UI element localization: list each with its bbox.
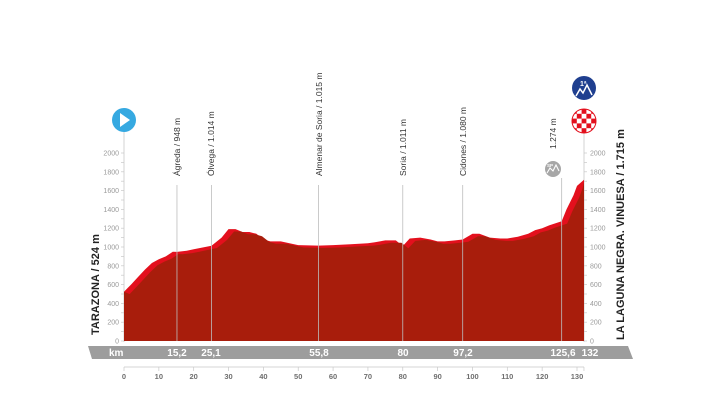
km-bar: [88, 346, 633, 359]
y-tick-label: 0: [590, 339, 594, 346]
y-tick-label: 600: [590, 282, 602, 289]
waypoint-label-olvega: Ólvega / 1.014 m: [206, 111, 216, 176]
x-tick-label: 20: [190, 372, 198, 381]
y-tick-label: 1400: [103, 207, 119, 214]
profile-area: [124, 179, 584, 341]
mountain-category-icon: 1ª: [572, 76, 596, 100]
km-marker: 80: [397, 348, 409, 359]
x-tick-label: 30: [224, 372, 232, 381]
sprint-icon: SP: [545, 161, 561, 177]
svg-text:1ª: 1ª: [580, 81, 587, 88]
x-tick-label: 70: [364, 372, 372, 381]
y-tick-label: 1000: [103, 245, 119, 252]
y-tick-label: 400: [590, 301, 602, 308]
x-tick-label: 100: [466, 372, 479, 381]
x-axis: 0 10 20 30 40 50 60 70 80 90 100 110 120 130: [122, 366, 585, 381]
x-tick-label: 130: [571, 372, 584, 381]
x-tick-label: 60: [329, 372, 337, 381]
y-tick-label: 1600: [103, 188, 119, 195]
left-y-axis: 0 200 400 600 800 1000 1200 1400 1600 1800 2000: [103, 150, 125, 346]
km-marker: 25,1: [201, 348, 221, 359]
waypoint-label-soria: Soria / 1.011 m: [398, 119, 408, 176]
y-tick-label: 1800: [103, 169, 119, 176]
y-tick-label: 1000: [590, 245, 606, 252]
svg-text:SP: SP: [547, 163, 553, 168]
start-label: TARAZONA / 524 m: [90, 234, 102, 335]
y-tick-label: 1200: [590, 226, 606, 233]
y-tick-label: 800: [107, 263, 119, 270]
km-marker: 15,2: [167, 348, 187, 359]
y-tick-label: 200: [107, 320, 119, 327]
km-marker: 55,8: [309, 348, 329, 359]
x-tick-label: 110: [501, 372, 513, 381]
waypoint-label-agreda: Ágreda / 948 m: [172, 118, 182, 176]
x-tick-label: 120: [536, 372, 549, 381]
km-marker: 132: [582, 348, 599, 359]
x-tick-label: 50: [294, 372, 302, 381]
start-icon: [112, 108, 136, 150]
finish-label: LA LAGUNA NEGRA. VINUESA / 1.715 m: [615, 129, 627, 340]
x-tick-label: 10: [155, 372, 163, 381]
y-tick-label: 1200: [103, 226, 119, 233]
x-tick-label: 90: [433, 372, 441, 381]
y-tick-label: 800: [590, 263, 602, 270]
waypoint-label-almenar: Almenar de Soria / 1.015 m: [314, 73, 324, 176]
waypoint-label-sprint: 1.274 m: [548, 118, 558, 149]
y-tick-label: 2000: [103, 151, 119, 158]
y-tick-label: 400: [107, 301, 119, 308]
y-tick-label: 200: [590, 320, 602, 327]
right-y-axis: 0 200 400 600 800 1000 1200 1400 1600 1800 2000: [583, 150, 606, 346]
x-tick-label: 80: [399, 372, 407, 381]
km-marker: 97,2: [453, 348, 473, 359]
y-tick-label: 600: [107, 282, 119, 289]
y-tick-label: 1600: [590, 188, 606, 195]
km-unit-label: km: [109, 348, 124, 359]
y-tick-label: 1800: [590, 169, 606, 176]
km-marker: 125,6: [550, 348, 575, 359]
y-tick-label: 0: [115, 339, 119, 346]
x-tick-label: 40: [259, 372, 267, 381]
y-tick-label: 2000: [590, 151, 606, 158]
finish-flag-icon: [571, 108, 597, 150]
waypoint-label-cidones: Cidones / 1.080 m: [458, 107, 468, 176]
x-tick-label: 0: [122, 372, 126, 381]
y-tick-label: 1400: [590, 207, 606, 214]
